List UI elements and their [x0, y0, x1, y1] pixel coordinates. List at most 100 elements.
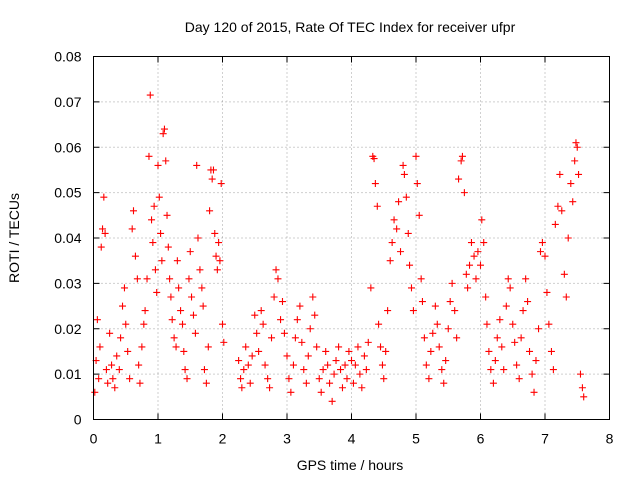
- data-point: [425, 375, 433, 383]
- data-point: [399, 161, 407, 169]
- data-point: [285, 375, 293, 383]
- data-point: [93, 316, 101, 324]
- data-point: [545, 320, 553, 328]
- grid: [93, 56, 610, 420]
- data-point: [209, 166, 217, 174]
- data-point: [264, 375, 272, 383]
- data-point: [519, 307, 527, 315]
- data-point: [431, 302, 439, 310]
- data-point: [578, 384, 586, 392]
- data-point: [382, 347, 390, 355]
- data-point: [415, 211, 423, 219]
- data-point: [330, 370, 338, 378]
- data-point: [238, 384, 246, 392]
- data-point: [97, 243, 105, 251]
- data-point: [502, 302, 510, 310]
- data-point: [317, 388, 325, 396]
- data-point: [219, 320, 226, 328]
- data-point: [91, 388, 99, 396]
- data-point: [407, 284, 415, 292]
- data-point: [345, 347, 353, 355]
- data-point: [311, 311, 319, 319]
- data-point: [280, 329, 288, 337]
- data-point: [386, 257, 394, 265]
- data-point: [96, 343, 104, 351]
- data-point: [213, 266, 221, 274]
- data-point: [215, 239, 223, 247]
- data-point: [458, 152, 466, 160]
- data-point: [412, 152, 420, 160]
- data-point: [157, 229, 165, 237]
- data-point: [143, 275, 151, 283]
- y-tick-label: 0: [74, 412, 82, 428]
- data-point: [199, 302, 207, 310]
- data-point: [136, 379, 144, 387]
- data-point: [393, 225, 401, 233]
- data-point: [151, 266, 159, 274]
- data-point: [551, 220, 559, 228]
- data-point: [172, 343, 180, 351]
- data-point: [400, 170, 408, 178]
- data-point: [466, 261, 474, 269]
- data-point: [395, 198, 403, 206]
- data-point: [302, 379, 310, 387]
- data-point: [306, 325, 314, 333]
- data-point: [462, 270, 470, 278]
- data-point: [498, 343, 506, 351]
- data-point: [367, 284, 375, 292]
- x-tick-label: 1: [154, 431, 162, 447]
- data-point: [528, 370, 536, 378]
- data-point: [338, 384, 346, 392]
- data-point: [148, 216, 156, 224]
- data-point: [202, 379, 210, 387]
- x-tick-label: 6: [477, 431, 485, 447]
- data-point: [167, 293, 175, 301]
- data-point: [141, 307, 149, 315]
- data-point: [122, 320, 130, 328]
- data-point: [480, 239, 488, 247]
- y-tick-label: 0.08: [54, 49, 81, 65]
- data-point: [530, 388, 538, 396]
- data-point: [472, 275, 480, 283]
- data-point: [371, 180, 379, 188]
- data-point: [146, 91, 154, 99]
- y-tick-label: 0.02: [54, 321, 81, 337]
- data-point: [536, 248, 544, 256]
- axis-ticks: 0 1 2 3 4 5 6 7 8 0 0.01 0.02 0.03 0.04 0.05 0.06 0.07 0.…: [54, 49, 613, 447]
- data-point: [304, 352, 312, 360]
- data-point: [506, 284, 514, 292]
- data-point: [482, 293, 490, 301]
- data-point: [217, 180, 225, 188]
- data-point: [373, 202, 381, 210]
- data-point: [438, 366, 446, 374]
- data-point: [277, 316, 285, 324]
- data-point: [511, 338, 519, 346]
- data-point: [166, 275, 174, 283]
- data-point: [467, 239, 475, 247]
- data-point: [477, 261, 484, 269]
- data-point: [296, 302, 304, 310]
- data-point: [253, 329, 261, 337]
- data-point: [442, 357, 450, 365]
- data-point: [191, 329, 199, 337]
- data-point: [451, 307, 459, 315]
- data-point: [220, 338, 228, 346]
- data-point: [541, 252, 549, 260]
- data-point: [131, 252, 139, 260]
- data-point: [162, 157, 170, 165]
- data-point: [524, 298, 532, 306]
- data-point: [133, 275, 141, 283]
- data-point: [104, 379, 112, 387]
- x-tick-label: 7: [541, 431, 549, 447]
- data-point: [404, 229, 412, 237]
- data-point: [293, 316, 301, 324]
- data-point: [194, 234, 202, 242]
- data-point: [287, 388, 295, 396]
- data-point: [109, 375, 117, 383]
- data-point: [248, 352, 256, 360]
- data-point: [435, 343, 443, 351]
- data-point: [180, 347, 188, 355]
- y-tick-label: 0.04: [54, 230, 81, 246]
- data-point: [417, 275, 425, 283]
- data-point: [457, 157, 465, 165]
